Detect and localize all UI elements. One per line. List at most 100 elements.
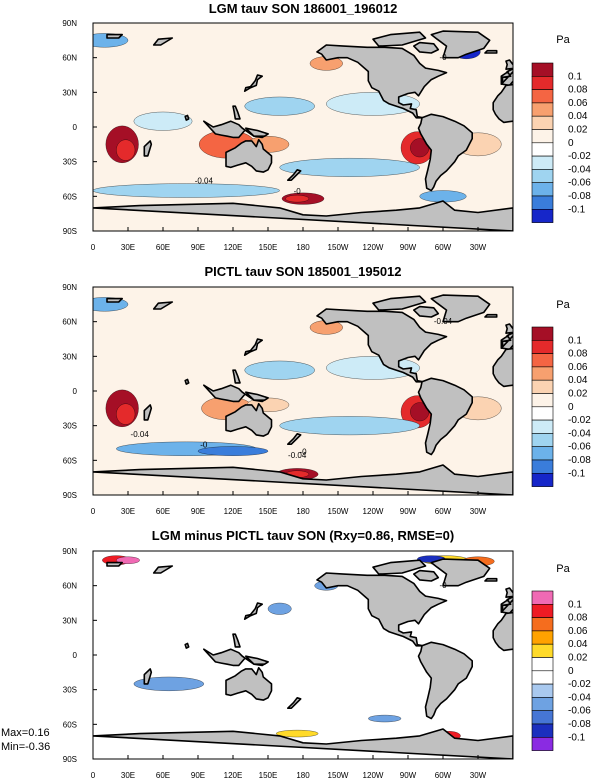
x-tick-label: 60W bbox=[435, 771, 452, 780]
colorbar-box bbox=[531, 169, 554, 183]
land-novaya-zemlya bbox=[152, 301, 174, 310]
x-tick-label: 30E bbox=[121, 507, 135, 516]
land-new-zealand bbox=[287, 433, 302, 445]
x-tick-label: 30W bbox=[470, 507, 487, 516]
contour-label: -0.04 bbox=[195, 177, 214, 186]
colorbar-box bbox=[531, 379, 554, 394]
y-tick-label: 30N bbox=[62, 616, 77, 625]
x-tick-label: 120E bbox=[224, 771, 243, 780]
colorbar-box bbox=[531, 419, 554, 434]
y-tick-label: 30S bbox=[63, 686, 77, 695]
x-tick-label: 120W bbox=[363, 243, 384, 252]
colorbar-box bbox=[531, 617, 554, 632]
colorbar-box bbox=[531, 353, 554, 368]
x-tick-label: 150W bbox=[328, 771, 349, 780]
colorbar-label: 0.04 bbox=[568, 639, 588, 650]
x-tick-label: 0 bbox=[91, 507, 96, 516]
colorbar-label: -0.04 bbox=[568, 428, 591, 439]
x-tick-label: 180 bbox=[296, 243, 310, 252]
y-tick-label: 30N bbox=[62, 88, 77, 97]
x-tick-label: 180 bbox=[296, 771, 310, 780]
colorbar-label: -0.02 bbox=[568, 151, 591, 162]
x-tick-label: 120E bbox=[224, 243, 243, 252]
colorbar-box bbox=[531, 433, 554, 447]
y-tick-label: 60N bbox=[62, 318, 77, 327]
colorbar-label: 0.08 bbox=[568, 349, 588, 360]
colorbar-box bbox=[531, 76, 554, 90]
colorbar-label: 0.08 bbox=[568, 613, 588, 624]
colorbar-box bbox=[531, 102, 554, 117]
field-blob bbox=[197, 446, 269, 456]
y-tick-label: 30S bbox=[63, 158, 77, 167]
land-north-america bbox=[316, 44, 448, 119]
land-svalbard bbox=[106, 33, 123, 39]
land-australia bbox=[225, 402, 273, 437]
land-sri-lanka bbox=[184, 642, 190, 649]
field-blob bbox=[279, 416, 420, 436]
colorbar-box bbox=[531, 697, 554, 712]
colorbar-box bbox=[531, 339, 554, 354]
colorbar-box bbox=[531, 89, 554, 104]
land-japan bbox=[243, 338, 263, 356]
y-tick-label: 0 bbox=[73, 123, 78, 132]
x-tick-label: 150W bbox=[328, 243, 349, 252]
min-stat: Min=-0.36 bbox=[1, 741, 51, 753]
x-tick-label: 90W bbox=[400, 243, 417, 252]
map-area: -0 -0.04 -0 bbox=[93, 23, 513, 231]
land-uk bbox=[505, 323, 513, 334]
field-blob bbox=[133, 676, 205, 692]
x-tick-label: 60W bbox=[435, 507, 452, 516]
colorbar-box bbox=[531, 182, 554, 197]
x-tick-label: 150E bbox=[259, 243, 278, 252]
land-new-guinea bbox=[245, 127, 269, 137]
colorbar-label: -0.02 bbox=[568, 679, 591, 690]
land-new-zealand bbox=[287, 697, 302, 709]
land-greenland bbox=[430, 294, 491, 323]
colorbar-label: 0.02 bbox=[568, 125, 588, 136]
land-eurasia bbox=[500, 330, 513, 351]
field-blob bbox=[116, 139, 136, 161]
land-uk bbox=[505, 59, 513, 70]
colorbar-box bbox=[531, 630, 554, 645]
colorbar-box bbox=[531, 142, 554, 157]
colorbar-label: -0.1 bbox=[568, 204, 586, 215]
x-tick-label: 120E bbox=[224, 507, 243, 516]
colorbar-box bbox=[531, 366, 554, 381]
y-tick-label: 0 bbox=[73, 387, 78, 396]
land-africa bbox=[492, 611, 513, 652]
colorbar-label: 0.06 bbox=[568, 98, 588, 109]
x-tick-label: 60W bbox=[435, 243, 452, 252]
colorbar-box bbox=[531, 657, 554, 672]
field-blob bbox=[93, 183, 280, 198]
colorbar-box bbox=[531, 670, 554, 685]
contour-label: -0.04 bbox=[131, 430, 150, 439]
x-tick-label: 90E bbox=[191, 243, 205, 252]
land-arctic-archipelago bbox=[372, 559, 427, 575]
land-north-america bbox=[316, 572, 448, 647]
land-sri-lanka bbox=[184, 378, 190, 385]
panel-title: LGM minus PICTL tauv SON (Rxy=0.86, RMSE… bbox=[152, 528, 454, 543]
x-tick-label: 30E bbox=[121, 243, 135, 252]
y-tick-label: 60S bbox=[63, 192, 77, 201]
contour-label: -0 bbox=[439, 581, 447, 590]
land-japan bbox=[243, 74, 263, 92]
land-africa bbox=[492, 347, 513, 388]
contour-label: -0 bbox=[299, 448, 307, 457]
colorbar-unit: Pa bbox=[556, 34, 570, 46]
land-australia bbox=[225, 666, 273, 701]
x-tick-label: 150E bbox=[259, 507, 278, 516]
land-south-america bbox=[417, 641, 473, 720]
colorbar-box bbox=[531, 590, 554, 605]
colorbar-box bbox=[531, 736, 554, 751]
y-tick-label: 30S bbox=[63, 422, 77, 431]
contour-label: -0 bbox=[200, 441, 208, 450]
x-tick-label: 150E bbox=[259, 771, 278, 780]
colorbar-box bbox=[531, 446, 554, 461]
y-tick-label: 90N bbox=[62, 547, 77, 556]
y-tick-label: 60S bbox=[63, 456, 77, 465]
land-arctic-archipelago bbox=[372, 295, 427, 311]
colorbar-label: 0 bbox=[568, 402, 574, 413]
land-japan bbox=[243, 602, 263, 620]
colorbar-unit: Pa bbox=[556, 563, 570, 575]
colorbar-label: 0.04 bbox=[568, 111, 588, 122]
